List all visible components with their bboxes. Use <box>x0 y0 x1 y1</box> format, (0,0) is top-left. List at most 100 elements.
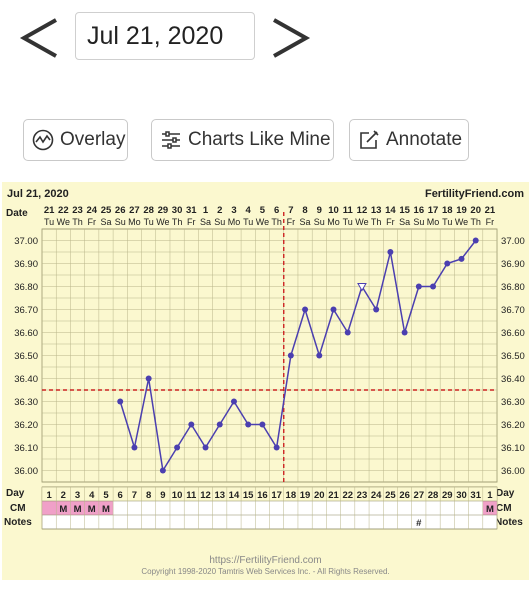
cm-cell-highlight <box>42 501 57 515</box>
cycle-day-label: 17 <box>271 490 282 501</box>
date-label: 20 <box>470 205 481 216</box>
date-label: 25 <box>101 205 112 216</box>
y-tick-label: 36.90 <box>501 259 525 270</box>
date-label: 3 <box>231 205 236 216</box>
y-tick-label: 36.40 <box>14 374 38 385</box>
y-tick-label: 36.80 <box>14 282 38 293</box>
date-label: 16 <box>414 205 425 216</box>
date-label: 29 <box>158 205 169 216</box>
date-label: 18 <box>442 205 453 216</box>
date-label: 21 <box>44 205 55 216</box>
date-label: 19 <box>456 205 467 216</box>
previous-date-button[interactable] <box>18 14 62 62</box>
temperature-point-open <box>357 283 367 292</box>
temperature-point <box>230 398 237 405</box>
weekday-label: We <box>256 217 269 227</box>
cycle-day-label: 26 <box>399 490 410 501</box>
weekday-label: Th <box>470 217 481 227</box>
temperature-point <box>387 249 394 255</box>
cm-label: M <box>88 504 96 515</box>
chart-brand: FertilityFriend.com <box>425 188 524 200</box>
cycle-day-label: 29 <box>442 490 453 501</box>
wave-circle-icon <box>32 129 54 151</box>
footer-url[interactable]: https://FertilityFriend.com <box>209 555 322 566</box>
cycle-day-label: 11 <box>186 490 197 501</box>
day-row-label: Day <box>6 488 25 499</box>
temperature-point <box>188 421 195 428</box>
weekday-label: Fr <box>287 217 296 227</box>
temperature-point <box>415 283 422 290</box>
y-tick-label: 36.30 <box>14 397 38 408</box>
date-row-label: Date <box>6 208 28 219</box>
y-tick-label: 37.00 <box>14 236 38 247</box>
fertility-chart: Jul 21, 2020 FertilityFriend.com Date Da… <box>2 182 529 580</box>
date-label: 30 <box>172 205 183 216</box>
charts-like-mine-label: Charts Like Mine <box>188 129 331 150</box>
y-tick-label: 36.00 <box>501 466 525 477</box>
y-tick-label: 37.00 <box>501 236 525 247</box>
temperature-point <box>287 352 294 359</box>
next-date-button[interactable] <box>268 14 312 62</box>
date-label: 5 <box>260 205 266 216</box>
date-label: 22 <box>58 205 69 216</box>
temperature-line <box>119 240 477 473</box>
cm-label: M <box>59 504 67 515</box>
y-tick-label: 36.40 <box>501 374 525 385</box>
y-tick-label: 36.60 <box>14 328 38 339</box>
cm-label: M <box>102 504 110 515</box>
temperature-point <box>259 421 266 428</box>
cm-label: M <box>486 504 494 515</box>
cycle-day-label: 12 <box>200 490 211 501</box>
weekday-label: We <box>455 217 468 227</box>
chevron-left-icon <box>19 18 57 58</box>
y-tick-label: 36.90 <box>14 259 38 270</box>
temperature-point <box>458 255 465 262</box>
cycle-day-label: 31 <box>470 490 481 501</box>
weekday-label: Su <box>214 217 225 227</box>
cycle-day-label: 9 <box>160 490 165 501</box>
temperature-point <box>401 329 408 336</box>
cycle-day-label: 14 <box>229 490 240 501</box>
temperature-point <box>344 329 351 336</box>
cycle-day-label: 21 <box>328 490 339 501</box>
y-tick-label: 36.80 <box>501 282 525 293</box>
cycle-day-label: 5 <box>103 490 109 501</box>
y-tick-label: 36.20 <box>14 420 38 431</box>
temperature-point <box>117 398 124 405</box>
weekday-label: Fr <box>486 217 495 227</box>
charts-like-mine-button[interactable]: Charts Like Mine <box>151 119 334 161</box>
weekday-label: We <box>355 217 368 227</box>
temperature-point <box>472 237 479 244</box>
overlay-button[interactable]: Overlay <box>23 119 128 161</box>
date-label: 11 <box>343 205 354 216</box>
cm-cell-highlight <box>56 501 71 515</box>
weekday-label: Fr <box>187 217 196 227</box>
date-label: 1 <box>203 205 209 216</box>
cycle-day-label: 15 <box>243 490 254 501</box>
weekday-label: Tu <box>243 217 253 227</box>
temperature-point <box>444 260 451 267</box>
date-label: 9 <box>317 205 322 216</box>
cycle-day-label: 4 <box>89 490 95 501</box>
date-selector[interactable]: Jul 21, 2020 <box>75 12 255 60</box>
y-tick-label: 36.10 <box>14 443 38 454</box>
cycle-day-label: 7 <box>132 490 137 501</box>
notes-row-label: Notes <box>4 517 32 528</box>
weekday-label: Sa <box>399 217 410 227</box>
date-label: 21 <box>485 205 496 216</box>
cycle-day-label: 18 <box>286 490 297 501</box>
note-label: # <box>416 518 422 529</box>
cm-cell-highlight <box>70 501 85 515</box>
date-label: 23 <box>72 205 83 216</box>
weekday-label: Tu <box>442 217 452 227</box>
weekday-label: Mo <box>327 217 340 227</box>
date-label: 8 <box>302 205 307 216</box>
date-label: 14 <box>385 205 396 216</box>
date-label: 31 <box>186 205 197 216</box>
weekday-label: Tu <box>44 217 54 227</box>
sliders-icon <box>160 129 182 151</box>
temperature-point <box>273 444 280 451</box>
temperature-point <box>245 421 252 428</box>
date-label: 24 <box>86 205 97 216</box>
annotate-button[interactable]: Annotate <box>349 119 469 161</box>
